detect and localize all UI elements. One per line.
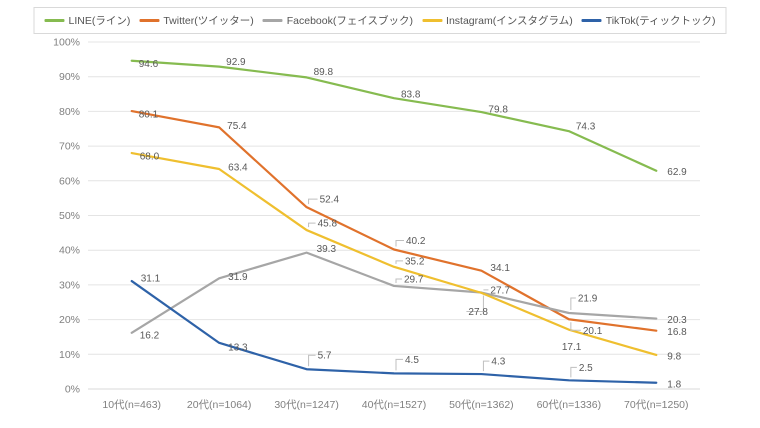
label-leader-line [308,354,316,367]
data-label: 31.9 [228,272,248,283]
x-axis-label: 40代(n=1527) [362,399,427,411]
data-label: 52.4 [320,195,340,206]
legend-line-swatch-icon [581,19,602,22]
data-label: 9.8 [667,351,681,362]
x-axis-label: 20代(n=1064) [187,399,252,411]
data-label: 83.8 [401,90,421,101]
label-leader-line [570,366,577,378]
data-label: 79.8 [488,105,508,116]
data-label: 74.3 [576,122,596,133]
y-tick-label: 100% [53,37,80,49]
data-label: 35.2 [405,256,425,267]
data-label: 21.9 [578,294,598,305]
legend-item-5: TikTok(ティックトック) [581,13,716,28]
data-label: 16.8 [667,327,687,338]
x-axis-label: 30代(n=1247) [274,399,339,411]
data-label: 4.3 [491,357,505,368]
data-label: 39.3 [317,244,337,255]
y-tick-label: 40% [59,245,80,257]
series-line-2 [130,109,658,332]
data-label: 45.8 [318,219,338,230]
data-label: 31.1 [141,274,161,285]
y-tick-label: 70% [59,141,80,153]
label-leader-line [395,240,404,247]
y-tick-label: 0% [65,384,80,396]
data-label: 68.0 [140,152,160,163]
x-axis-label: 60代(n=1336) [537,399,602,411]
y-tick-label: 20% [59,314,80,326]
data-label: 2.5 [579,363,593,374]
data-label: 16.2 [140,330,160,341]
label-leader-line [482,360,490,372]
data-label: 4.5 [405,355,419,366]
legend-line-swatch-icon [422,19,443,22]
data-label: 89.8 [314,67,334,78]
data-label: 27.7 [490,285,510,296]
data-label: 17.1 [562,342,582,353]
x-axis-label: 50代(n=1362) [449,399,514,411]
label-leader-line [570,322,581,331]
data-label: 13.3 [228,342,248,353]
series-line-4 [130,151,658,357]
legend-item-1: LINE(ライン) [44,13,130,28]
data-label: 1.8 [667,379,681,390]
data-label: 80.1 [139,110,159,121]
legend-item-4: Instagram(インスタグラム) [422,13,573,28]
data-label: 92.9 [226,57,246,68]
data-label: 27.8 [468,307,488,318]
series-line-3 [130,251,658,334]
x-axis-label: 70代(n=1250) [624,399,689,411]
data-label: 63.4 [228,163,248,174]
legend-label: Instagram(インスタグラム) [446,15,573,27]
label-leader-line [308,198,318,205]
data-label: 5.7 [318,351,332,362]
legend-item-3: Facebook(フェイスブック) [262,13,414,28]
label-leader-line [308,222,316,228]
y-tick-label: 30% [59,279,80,291]
legend-item-2: Twitter(ツイッター) [139,13,254,28]
legend-label: LINE(ライン) [68,15,131,27]
label-leader-line [395,260,403,264]
data-label: 34.1 [490,263,510,274]
legend-line-swatch-icon [44,19,65,22]
y-tick-label: 10% [59,349,80,361]
data-label: 20.3 [667,315,687,326]
legend-label: Facebook(フェイスブック) [286,15,414,27]
legend-line-swatch-icon [139,19,160,22]
x-axis-label: 10代(n=463) [102,399,161,411]
label-leader-line [570,297,576,311]
y-tick-label: 80% [59,106,80,118]
data-label: 20.1 [583,326,603,337]
data-label: 94.6 [139,59,159,70]
chart-legend: LINE(ライン) Twitter(ツイッター) Facebook(フェイスブック)… [33,7,727,34]
data-label: 62.9 [667,167,687,178]
series-line-1 [130,59,658,172]
y-tick-label: 50% [59,210,80,222]
data-label: 29.7 [404,274,424,285]
y-tick-label: 60% [59,175,80,187]
legend-line-swatch-icon [262,19,283,22]
label-leader-line [395,358,403,371]
label-leader-line [395,278,402,283]
y-tick-label: 90% [59,71,80,83]
series-line-5 [130,279,658,384]
data-label: 40.2 [406,236,426,247]
legend-label: Twitter(ツイッター) [163,15,254,27]
data-label: 75.4 [227,121,247,132]
label-leader-line [466,295,484,313]
legend-label: TikTok(ティックトック) [605,15,716,27]
